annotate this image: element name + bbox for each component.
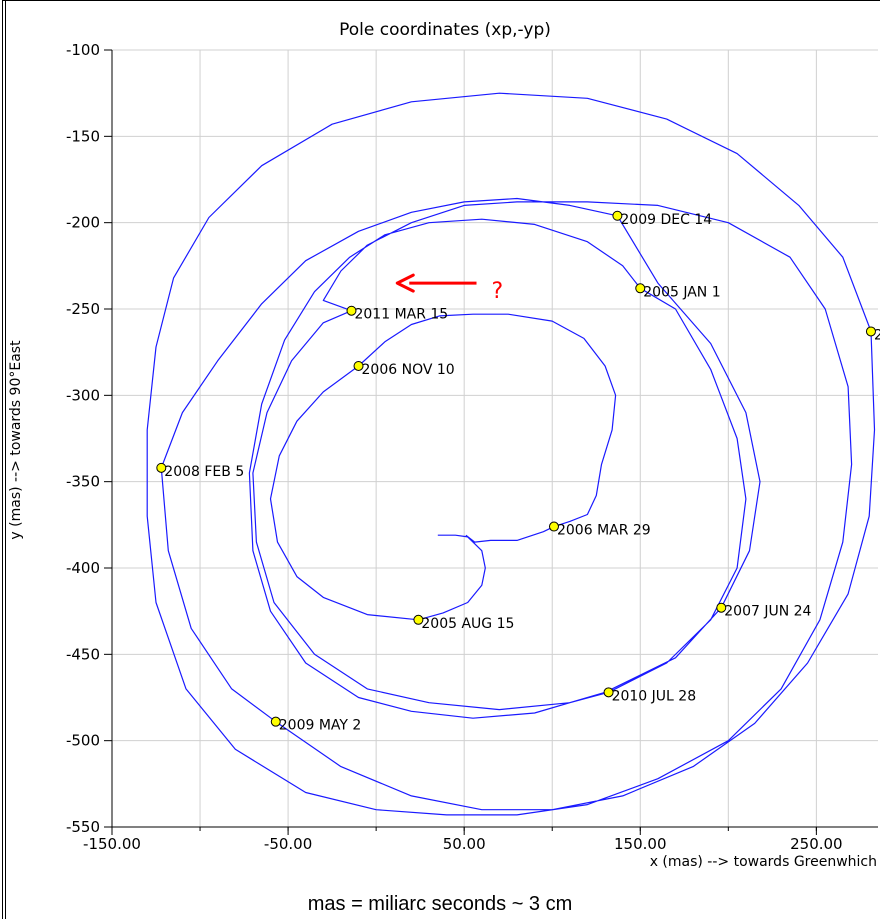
data-point-label: 2005 JAN 1	[643, 284, 720, 300]
x-tick-label: 250.00	[790, 835, 843, 853]
chart-title: Pole coordinates (xp,-yp)	[339, 20, 551, 40]
y-tick-label: -450	[66, 645, 100, 663]
y-axis-label: y (mas) --> towards 90°East	[8, 340, 24, 540]
data-point-marker	[865, 326, 876, 337]
y-tick-label: -550	[66, 818, 100, 836]
annotation-question-mark: ?	[492, 279, 504, 304]
y-tick-label: -350	[66, 473, 100, 491]
data-point-label: 2006 NOV 10	[362, 362, 455, 378]
data-point-marker	[270, 716, 281, 727]
outer-border-top	[2, 0, 880, 1]
plot-area	[112, 50, 878, 827]
y-tick-label: -200	[66, 214, 100, 232]
data-point-marker	[635, 283, 646, 294]
caption: mas = miliarc seconds ~ 3 cm	[307, 893, 573, 915]
x-tick-label: 50.00	[443, 835, 486, 853]
outer-border-left	[2, 0, 6, 919]
x-axis-label: x (mas) --> towards Greenwhich	[650, 854, 877, 870]
data-point-label: 2007 JUN 24	[724, 604, 811, 620]
axes-layer: -100 -150 -200 -250 -300 -350 -400 -450 -500 -550…	[66, 41, 878, 853]
data-point-marker	[603, 687, 614, 698]
y-tick-label: -100	[66, 41, 100, 59]
data-point-label: 200	[874, 327, 880, 343]
annotation-layer: ?	[395, 273, 504, 304]
data-point-label: 2005 AUG 15	[421, 616, 514, 632]
annotation-arrow-head	[395, 273, 415, 293]
data-point-marker	[612, 210, 623, 221]
data-point-label: 2009 MAY 2	[279, 718, 362, 734]
data-point-marker	[413, 614, 424, 625]
x-tick-label: 150.00	[614, 835, 667, 853]
y-tick-label: -400	[66, 559, 100, 577]
y-tick-label: -150	[66, 127, 100, 145]
data-point-label: 2006 MAR 29	[557, 523, 651, 539]
x-tick-label: -150.00	[83, 835, 141, 853]
data-point-label: 2010 JUL 28	[612, 688, 697, 704]
data-point-label: 2008 FEB 5	[164, 464, 244, 480]
data-point-marker	[716, 602, 727, 613]
data-point-marker	[156, 462, 167, 473]
data-point-label: 2011 MAR 15	[354, 307, 448, 323]
y-tick-label: -300	[66, 386, 100, 404]
data-point-marker	[548, 521, 559, 532]
data-point-marker	[346, 305, 357, 316]
y-tick-label: -250	[66, 300, 100, 318]
data-point-label: 2009 DEC 14	[620, 212, 712, 228]
points-layer: 2009 DEC 14 2005 JAN 1 2011 MAR 15 200 2006 …	[156, 210, 880, 734]
x-tick-label: -50.00	[264, 835, 312, 853]
grid-lines	[111, 49, 878, 828]
data-point-marker	[353, 360, 364, 371]
series-line-1	[269, 313, 617, 621]
y-tick-label: -500	[66, 732, 100, 750]
